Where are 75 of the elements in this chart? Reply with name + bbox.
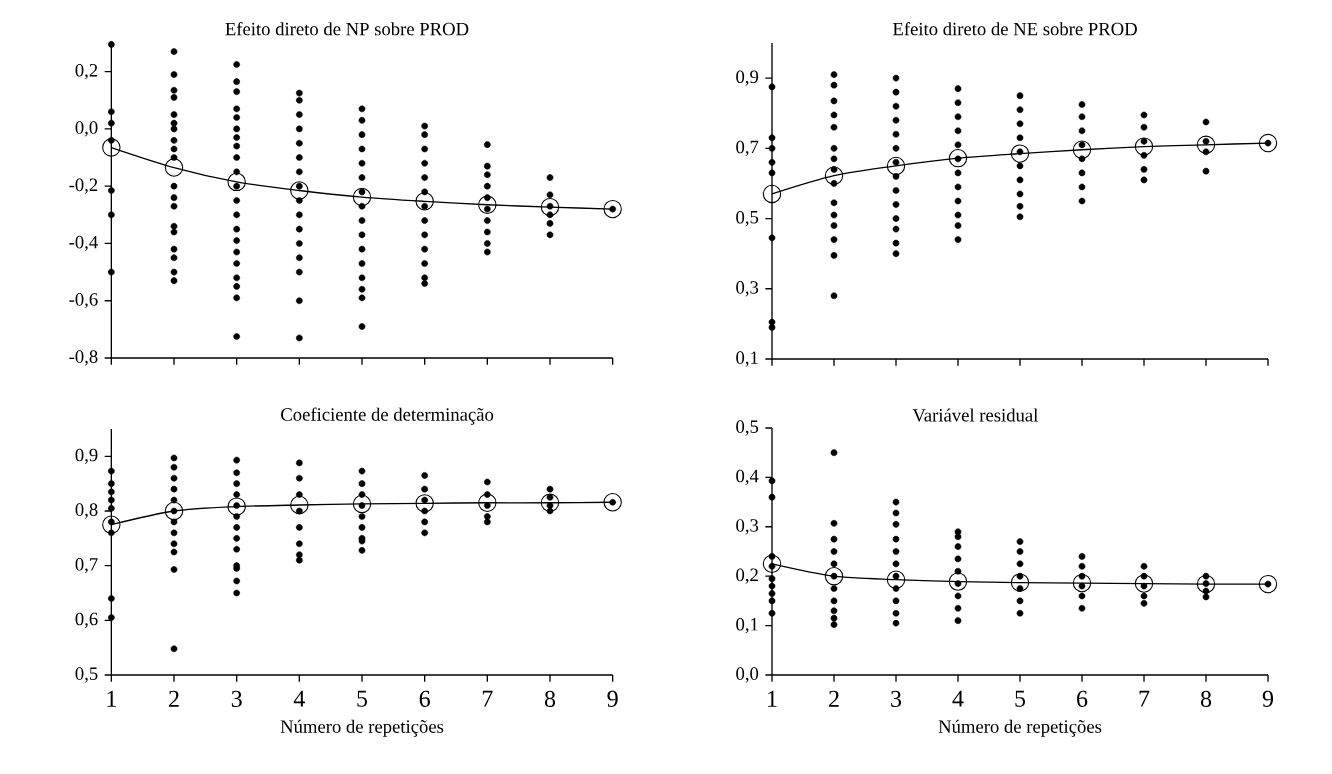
y-tick-label: 0,2	[75, 63, 98, 80]
point	[540, 197, 560, 217]
point	[1010, 144, 1030, 163]
y-tick-label: 0,0	[736, 667, 759, 683]
point	[102, 515, 121, 534]
y-tick-label: 0,6	[75, 612, 98, 628]
y-tick-label: 0,0	[75, 121, 98, 137]
x-tick-label: 5	[357, 690, 368, 707]
point	[603, 493, 622, 512]
y-tick-label: 0,8	[75, 503, 98, 519]
y-tick-label: 0,7	[736, 140, 759, 156]
x-tick-label: 9	[1262, 690, 1274, 707]
y-tick-label: -0,8	[69, 350, 98, 366]
x-tick-label: 3	[891, 690, 902, 707]
y-tick-label: 0,5	[75, 667, 98, 683]
y-tick-label: 0,1	[736, 617, 758, 634]
x-tick-label: 1	[768, 690, 777, 707]
point	[352, 187, 372, 207]
y-tick-label: 0,7	[75, 558, 98, 574]
point	[478, 493, 497, 512]
y-tick-label: -0,2	[69, 178, 98, 194]
x-tick-label: 9	[607, 690, 618, 707]
chart-title: Efeito direto de NP sobre PROD	[225, 22, 469, 36]
point	[886, 570, 906, 589]
y-tick-label: 0,3	[736, 281, 759, 297]
y-tick-label: 0,4	[736, 469, 759, 486]
point	[1134, 574, 1154, 593]
y-tick-label: 0,2	[736, 568, 758, 584]
x-tick-label: 5	[1015, 690, 1026, 707]
chart-title: Variável residual	[912, 408, 1038, 422]
point	[762, 184, 782, 204]
x-tick-label: 7	[1139, 690, 1150, 707]
y-tick-label: 0,3	[736, 519, 759, 535]
x-tick-label: 4	[952, 690, 964, 707]
chart-title: Coeficiente de determinação	[281, 407, 494, 425]
point	[762, 554, 782, 574]
x-tick-label: 2	[829, 690, 839, 707]
point	[227, 172, 246, 192]
point	[164, 158, 184, 177]
y-tick-label: 0,9	[75, 448, 98, 464]
x-tick-label: 7	[482, 690, 493, 707]
point	[290, 181, 309, 200]
y-tick-label: -0,6	[69, 293, 98, 309]
x-tick-label: 4	[293, 690, 305, 707]
point	[102, 138, 121, 157]
point	[415, 192, 434, 211]
point	[227, 497, 246, 516]
x-tick-label: 6	[419, 690, 430, 707]
chart-title: Efeito direto de NE sobre PROD	[892, 22, 1137, 36]
x-tick-label: 2	[169, 690, 179, 707]
point	[1134, 137, 1154, 156]
x-tick-label: 3	[231, 690, 242, 707]
point	[1196, 135, 1216, 155]
point	[1196, 574, 1216, 594]
y-tick-label: 0,5	[736, 420, 759, 436]
point	[948, 572, 968, 591]
point	[824, 166, 844, 185]
x-tick-label: 1	[107, 690, 116, 707]
x-tick-label: 6	[1077, 690, 1088, 707]
x-tick-label: 8	[1200, 690, 1212, 707]
point	[415, 494, 434, 513]
x-tick-label: 8	[544, 690, 556, 707]
y-tick-label: -0,4	[69, 235, 98, 252]
y-tick-label: 0,5	[736, 210, 759, 227]
x-axis-title: Número de repetições	[280, 719, 444, 737]
y-tick-label: 0,1	[736, 351, 758, 367]
y-tick-label: 0,9	[736, 70, 759, 86]
x-axis-title: Número de repetições	[938, 719, 1102, 737]
point	[352, 494, 372, 514]
point	[886, 156, 906, 176]
point	[290, 495, 309, 515]
point	[478, 195, 497, 214]
point	[1072, 573, 1092, 593]
point	[1010, 573, 1030, 592]
point	[948, 148, 968, 168]
